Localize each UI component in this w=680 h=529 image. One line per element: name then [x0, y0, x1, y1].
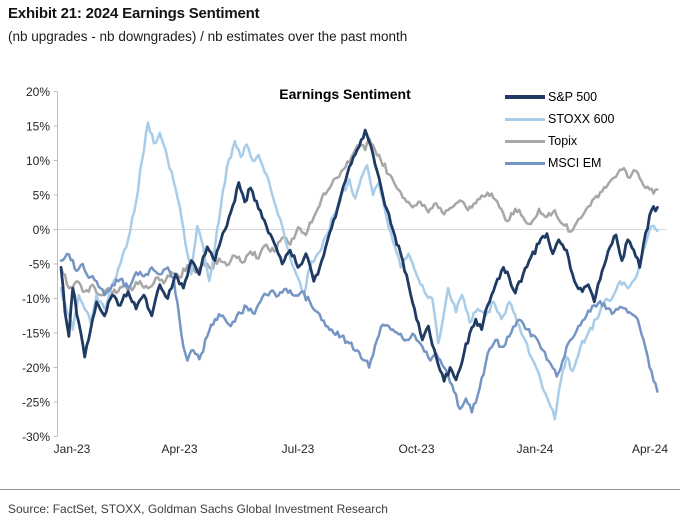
x-tick-label: Jan-24 — [517, 442, 554, 456]
legend-item-s-p-500: S&P 500 — [505, 86, 614, 108]
legend-swatch-stoxx-600 — [505, 117, 545, 121]
y-tick-label: -25% — [22, 396, 50, 410]
y-tick-label: -5% — [29, 258, 51, 272]
y-tick-label: 10% — [26, 154, 50, 168]
y-tick-label: 5% — [33, 189, 51, 203]
x-tick-label: Jan-23 — [54, 442, 91, 456]
exhibit-subtitle: (nb upgrades - nb downgrades) / nb estim… — [8, 29, 408, 44]
legend-label-topix: Topix — [548, 134, 578, 148]
y-tick-label: -10% — [22, 292, 50, 306]
legend-swatch-topix — [505, 139, 545, 143]
exhibit-title: Exhibit 21: 2024 Earnings Sentiment — [8, 5, 260, 22]
legend-label-msci-em: MSCI EM — [548, 156, 602, 170]
legend-label-s-p-500: S&P 500 — [548, 90, 598, 104]
y-tick-label: 15% — [26, 120, 50, 134]
chart-inner-title: Earnings Sentiment — [279, 86, 411, 102]
chart-legend: S&P 500 STOXX 600 Topix MSCI EM — [505, 86, 614, 174]
source-note: Source: FactSet, STOXX, Goldman Sachs Gl… — [8, 502, 388, 516]
series-line-stoxx-600 — [59, 121, 659, 421]
y-tick-label: 20% — [26, 85, 50, 99]
y-tick-label: -15% — [22, 327, 50, 341]
legend-swatch-msci-em — [505, 161, 545, 165]
legend-item-stoxx-600: STOXX 600 — [505, 108, 614, 130]
y-tick-label: -20% — [22, 361, 50, 375]
legend-swatch-s-p-500 — [505, 95, 545, 99]
x-tick-label: Apr-24 — [632, 442, 668, 456]
series-line-msci-em — [59, 252, 659, 414]
x-tick-label: Oct-23 — [398, 442, 434, 456]
legend-label-stoxx-600: STOXX 600 — [548, 112, 615, 126]
x-tick-label: Apr-23 — [161, 442, 197, 456]
legend-item-topix: Topix — [505, 130, 614, 152]
y-tick-label: -30% — [22, 430, 50, 444]
legend-item-msci-em: MSCI EM — [505, 152, 614, 174]
y-tick-label: 0% — [33, 223, 51, 237]
footer-divider — [0, 489, 680, 490]
earnings-sentiment-chart: 20% 15% 10% 5% 0% -5% -10% -15% -20% -25% -30% Jan-… — [22, 85, 668, 456]
x-tick-label: Jul-23 — [282, 442, 315, 456]
series-line-s-p-500 — [59, 128, 659, 383]
